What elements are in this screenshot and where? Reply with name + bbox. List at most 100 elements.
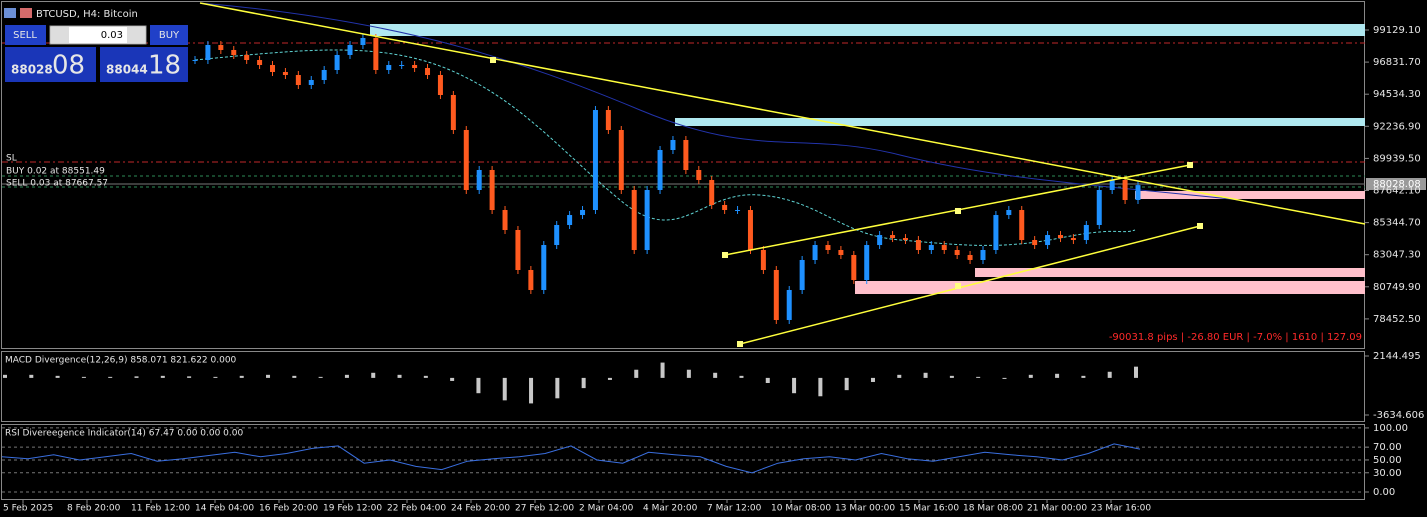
- candle: [980, 250, 986, 260]
- candle: [528, 270, 534, 290]
- anchor: [955, 283, 961, 289]
- macd-bar: [55, 375, 60, 378]
- volume-input[interactable]: [49, 25, 147, 45]
- rsi-line: [1, 443, 1141, 474]
- channel-line: [739, 225, 1201, 345]
- macd-bar: [581, 377, 586, 389]
- candle: [1096, 189, 1102, 225]
- demand-zone: [855, 281, 1365, 294]
- candle: [192, 59, 198, 61]
- macd-bar: [1028, 374, 1033, 378]
- candle: [308, 80, 314, 85]
- macd-bar: [81, 376, 86, 378]
- y-tick-label: 100.00: [1373, 423, 1408, 434]
- macd-bar: [239, 375, 244, 378]
- macd-bar: [266, 374, 271, 378]
- candle: [773, 270, 779, 320]
- macd-bar: [318, 376, 323, 378]
- candle: [1109, 179, 1115, 190]
- candle: [386, 64, 392, 71]
- moving-average: [194, 49, 1136, 246]
- macd-bar: [897, 374, 902, 378]
- candle: [205, 45, 211, 60]
- main-frame: [1, 1, 1365, 349]
- candle: [722, 205, 728, 211]
- anchor: [1197, 223, 1203, 229]
- candle: [670, 140, 676, 150]
- macd-bar: [344, 374, 349, 378]
- anchor: [490, 57, 496, 63]
- macd-bar: [555, 377, 560, 399]
- volume-down[interactable]: [51, 27, 69, 43]
- candle: [295, 75, 301, 85]
- macd-bar: [765, 377, 770, 383]
- candle: [541, 245, 547, 290]
- candle: [709, 179, 715, 206]
- sell-order-label: SELL 0.03 at 87667.57: [6, 179, 108, 189]
- macd-bar: [686, 369, 691, 378]
- demand-zone: [975, 268, 1365, 277]
- candle: [1019, 210, 1025, 241]
- anchor: [722, 252, 728, 258]
- candle: [631, 189, 637, 251]
- candle: [954, 250, 960, 256]
- candle: [412, 64, 418, 69]
- macd-bar: [607, 377, 612, 380]
- candle: [463, 129, 469, 190]
- candle: [1032, 240, 1038, 246]
- buy-label[interactable]: BUY: [159, 30, 180, 41]
- candle: [825, 245, 831, 251]
- y-tick-label: 99129.10: [1373, 25, 1421, 36]
- sell-button[interactable]: [5, 25, 46, 45]
- y-tick-label: 50.00: [1373, 455, 1402, 466]
- candle: [1045, 235, 1051, 246]
- volume-value[interactable]: 0.03: [101, 30, 123, 41]
- sell-label[interactable]: SELL: [13, 30, 37, 41]
- bid-box[interactable]: [5, 47, 96, 82]
- supply-zone: [675, 118, 1365, 126]
- y-tick-label: 94534.30: [1373, 89, 1421, 100]
- candle: [270, 64, 276, 72]
- candle: [450, 94, 456, 130]
- macd-bar: [529, 377, 534, 404]
- candle: [941, 245, 947, 251]
- buy-button[interactable]: [150, 25, 188, 45]
- candle: [1006, 210, 1012, 216]
- y-tick-label: 2144.495: [1373, 351, 1421, 362]
- sl-label: SL: [6, 154, 17, 164]
- x-tick-label: 8 Feb 20:00: [67, 504, 121, 514]
- candle: [786, 289, 792, 320]
- candle: [915, 240, 921, 251]
- x-tick-label: 5 Feb 2025: [3, 504, 53, 514]
- candle: [1070, 238, 1076, 241]
- candle: [864, 245, 870, 281]
- candle: [257, 59, 263, 65]
- y-tick-label: -3634.606: [1373, 410, 1424, 421]
- candle: [877, 235, 883, 246]
- candle: [890, 235, 896, 239]
- candle: [799, 259, 805, 290]
- trend-line: [199, 2, 1366, 225]
- macd-label: MACD Divergence(12,26,9) 858.071 821.622…: [5, 356, 237, 366]
- candle: [360, 38, 366, 46]
- macd-bar: [397, 374, 402, 378]
- candle: [747, 210, 753, 251]
- ask-big: 88044: [106, 63, 148, 77]
- anchor: [955, 208, 961, 214]
- y-tick-label: 30.00: [1373, 468, 1402, 479]
- candle: [993, 215, 999, 251]
- macd-bar: [476, 377, 481, 394]
- candle: [489, 170, 495, 211]
- x-tick-label: 18 Mar 08:00: [963, 504, 1023, 514]
- candle: [282, 71, 288, 76]
- current-price: 88028.08: [1373, 179, 1421, 190]
- macd-bar: [1081, 375, 1086, 378]
- macd-frame: [1, 351, 1365, 422]
- ask-box[interactable]: [100, 47, 188, 82]
- ask-small: 18: [148, 51, 181, 81]
- volume-up[interactable]: [127, 27, 145, 43]
- macd-bar: [949, 375, 954, 378]
- x-tick-label: 14 Feb 04:00: [195, 504, 254, 514]
